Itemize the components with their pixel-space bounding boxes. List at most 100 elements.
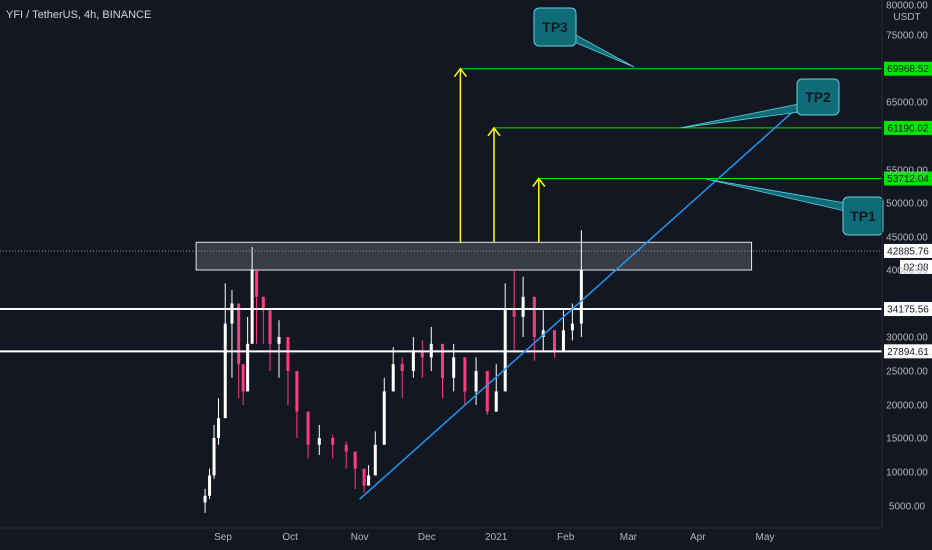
candle-body-10 bbox=[255, 270, 259, 297]
candle-body-40 bbox=[541, 330, 545, 337]
candlestick-series bbox=[203, 230, 583, 513]
level-price-tag-3 bbox=[884, 302, 932, 317]
candle-body-23 bbox=[373, 444, 377, 476]
callouts-layer: TP3 TP2 TP1 bbox=[533, 7, 884, 236]
resistance-zone bbox=[195, 241, 753, 271]
level-price-label-4: 27894.61 bbox=[887, 347, 929, 358]
level-price-tag-2 bbox=[884, 171, 932, 186]
level-price-label-2: 53712.04 bbox=[887, 174, 929, 185]
candle-body-6 bbox=[237, 303, 241, 365]
candle-body-17 bbox=[317, 438, 321, 445]
x-tick-label-8: May bbox=[756, 532, 775, 543]
y-axis-unit-label: USDT bbox=[893, 12, 920, 23]
callout-pointer-tp1 bbox=[705, 178, 846, 212]
candle-body-9 bbox=[250, 270, 254, 344]
candle-body-21 bbox=[362, 468, 366, 486]
candle-body-12 bbox=[268, 310, 272, 344]
countdown-label: 02:08 bbox=[903, 262, 928, 273]
y-tick-label-1: 75000.00 bbox=[886, 31, 928, 42]
current-price-layer: 42885.76 02:08 bbox=[0, 243, 932, 274]
target-arrows-layer bbox=[453, 67, 546, 243]
x-tick-label-7: Apr bbox=[690, 532, 706, 543]
y-tick-label-11: 10000.00 bbox=[886, 468, 928, 479]
x-tick-label-0: Sep bbox=[214, 532, 232, 543]
candle-body-35 bbox=[494, 391, 498, 412]
candle-body-37 bbox=[512, 310, 516, 317]
callout-label-tp2: TP2 bbox=[805, 89, 831, 105]
callout-label-tp1: TP1 bbox=[850, 208, 876, 224]
candle-body-20 bbox=[353, 451, 357, 469]
trendline-layer bbox=[359, 98, 809, 500]
y-tick-label-8: 25000.00 bbox=[886, 367, 928, 378]
x-tick-label-1: Oct bbox=[282, 532, 298, 543]
candle-body-2 bbox=[212, 438, 216, 476]
candle-body-42 bbox=[561, 330, 565, 351]
candle-body-16 bbox=[306, 411, 310, 445]
y-tick-label-5: 45000.00 bbox=[886, 233, 928, 244]
callout-pointer-tp2 bbox=[679, 103, 800, 129]
y-tick-label-4: 50000.00 bbox=[886, 199, 928, 210]
callout-label-tp3: TP3 bbox=[542, 19, 568, 35]
target-arrow-head-1 bbox=[487, 126, 501, 137]
callout-box-tp2 bbox=[796, 78, 840, 116]
candle-body-28 bbox=[420, 350, 424, 358]
candle-body-3 bbox=[217, 418, 221, 438]
y-tick-label-6: 40000.00 bbox=[886, 266, 928, 277]
candle-body-33 bbox=[474, 371, 478, 392]
candle-body-27 bbox=[411, 350, 415, 371]
candle-body-24 bbox=[382, 391, 386, 445]
candle-body-39 bbox=[532, 296, 536, 337]
y-tick-label-7: 30000.00 bbox=[886, 333, 928, 344]
candle-body-44 bbox=[579, 270, 583, 324]
current-price-label: 42885.76 bbox=[887, 246, 929, 257]
candle-body-38 bbox=[521, 296, 525, 317]
candle-body-22 bbox=[367, 475, 371, 486]
candle-body-25 bbox=[391, 364, 395, 392]
candle-body-19 bbox=[344, 444, 348, 452]
x-axis[interactable]: Sep Oct Nov Dec 2021 Feb Mar Apr May bbox=[0, 527, 882, 543]
level-price-label-1: 61190.02 bbox=[888, 123, 929, 134]
candle-body-1 bbox=[208, 475, 212, 496]
candle-body-0 bbox=[203, 495, 207, 503]
chart-header-title: YFI / TetherUS, 4h, BINANCE bbox=[6, 9, 152, 21]
countdown-tag bbox=[900, 259, 932, 274]
candle-body-14 bbox=[286, 337, 290, 371]
candle-body-4 bbox=[223, 323, 227, 419]
y-tick-label-9: 20000.00 bbox=[886, 401, 928, 412]
horizontal-levels-layer: 69968.52 61190.02 53712.04 34175.56 27894.61 bbox=[0, 61, 932, 359]
candle-body-30 bbox=[440, 343, 444, 378]
callout-box-tp3 bbox=[533, 7, 577, 47]
level-price-label-3: 34175.56 bbox=[887, 305, 929, 316]
candle-body-5 bbox=[230, 303, 234, 324]
ascending-trendline bbox=[359, 98, 809, 500]
x-tick-label-4: 2021 bbox=[485, 532, 508, 543]
x-tick-label-2: Nov bbox=[351, 532, 369, 543]
y-tick-label-10: 15000.00 bbox=[886, 434, 928, 445]
candle-body-8 bbox=[246, 343, 250, 392]
candle-body-32 bbox=[463, 357, 467, 392]
y-tick-label-0: 80000.00 bbox=[886, 1, 928, 12]
y-tick-label-2: 65000.00 bbox=[886, 98, 928, 109]
candle-body-11 bbox=[261, 296, 265, 311]
level-price-tag-1 bbox=[884, 120, 932, 135]
x-tick-label-6: Mar bbox=[620, 532, 638, 543]
candle-body-26 bbox=[400, 364, 404, 371]
candle-body-43 bbox=[570, 323, 574, 331]
candle-body-7 bbox=[241, 364, 245, 392]
candle-body-34 bbox=[485, 371, 489, 412]
candle-body-13 bbox=[277, 337, 281, 344]
y-tick-label-3: 55000.00 bbox=[886, 166, 928, 177]
callout-box-tp1 bbox=[842, 196, 884, 236]
level-price-tag-4 bbox=[884, 344, 932, 359]
candle-body-15 bbox=[295, 371, 299, 412]
callout-pointer-tp3 bbox=[573, 33, 635, 68]
level-price-tag-0 bbox=[884, 61, 932, 76]
candle-body-18 bbox=[331, 438, 335, 445]
target-arrow-head-2 bbox=[532, 177, 546, 187]
current-price-tag bbox=[884, 243, 932, 258]
x-tick-label-3: Dec bbox=[418, 532, 436, 543]
resistance-zone-layer bbox=[195, 241, 753, 271]
x-tick-label-5: Feb bbox=[557, 532, 575, 543]
